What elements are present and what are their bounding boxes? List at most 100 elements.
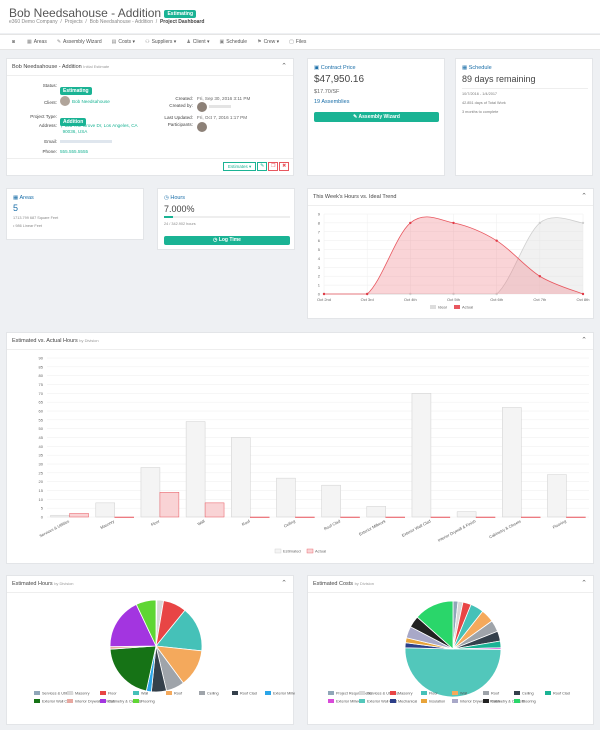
bar-actual	[430, 516, 451, 518]
x-tick-label: Masonry	[99, 518, 115, 530]
bar-estimated	[411, 393, 432, 518]
breadcrumb-projects[interactable]: Projects	[64, 19, 83, 25]
legend-label: Actual	[315, 549, 326, 554]
updated-value: Fri, Oct 7, 2016 1:17 PM	[197, 115, 248, 120]
bar-actual	[159, 492, 180, 518]
x-tick-label: Exterior Millwork	[358, 518, 386, 536]
bar-actual	[385, 516, 405, 518]
y-tick-label: 9	[318, 212, 321, 217]
client-avatar	[60, 96, 70, 106]
legend-label: Masonry	[398, 692, 413, 696]
legend-label: Flooring	[522, 700, 536, 704]
bar-actual	[69, 513, 89, 518]
legend-label: Services & Utilities	[367, 692, 399, 696]
legend-swatch	[430, 305, 436, 309]
nav-item-6[interactable]: ▣ Schedule	[219, 39, 247, 45]
y-tick-label: 5	[318, 247, 321, 252]
nav-item-label: Assembly Wizard	[63, 39, 102, 45]
collapse-icon[interactable]: ⌃	[281, 580, 287, 587]
bar-estimated	[502, 407, 522, 518]
bar-actual	[204, 502, 225, 518]
crew-icon: ⚑	[257, 39, 262, 45]
contract-price: $47,950.16	[314, 74, 365, 85]
copy-icon[interactable]: ❐	[268, 162, 279, 171]
y-tick-label: 2	[318, 274, 321, 279]
y-tick-label: 65	[39, 400, 44, 405]
legend-label: Exterior Millwork	[273, 692, 295, 696]
bar-actual	[340, 516, 360, 518]
legend-swatch	[100, 691, 106, 695]
breadcrumb-project[interactable]: Bob Needsahouse - Addition	[89, 19, 153, 25]
schedule-panel-title: ▦ Schedule	[462, 65, 492, 71]
pie-slice	[109, 645, 157, 692]
legend-swatch	[67, 699, 73, 703]
client-name-link[interactable]: Bob Needsahouse	[72, 99, 110, 104]
hours-panel: ◷ Hours 7.000% 24 / 342.902 hours ◷ Log …	[157, 188, 295, 250]
nav-item-label: Client ▾	[192, 39, 210, 45]
legend-swatch	[133, 691, 139, 695]
x-tick-label: Cabinetry & Closets	[488, 518, 522, 539]
nav-item-label: Areas	[33, 39, 47, 45]
edit-icon[interactable]: ✎	[257, 162, 268, 171]
nav-item-1[interactable]: ▦ Areas	[27, 39, 47, 45]
trash-icon[interactable]: ✖	[279, 162, 290, 171]
legend-swatch	[514, 691, 520, 695]
hours-progress-fill	[164, 216, 173, 218]
created-value: Fri, Sep 30, 2016 3:11 PM	[197, 96, 251, 101]
costs-pie-title: Estimated Costs by Division	[313, 581, 374, 587]
bar-actual	[566, 516, 586, 518]
wizard-icon: ✎	[56, 39, 62, 45]
legend-label: Exterior Millwork	[336, 700, 364, 704]
pie-slice	[109, 603, 157, 648]
calendar-icon: ▦	[462, 65, 468, 71]
hours-pie-chart: Services & Utilities Masonry Floor Wall Roof…	[34, 599, 295, 704]
creator-avatar	[197, 102, 207, 112]
project-title: Bob Needsahouse - Addition Estimating	[9, 6, 197, 20]
log-time-button[interactable]: ◷ Log Time	[164, 236, 290, 245]
assemblies-link[interactable]: 19 Assemblies	[314, 99, 350, 105]
costs-icon: ▤	[111, 39, 117, 45]
y-tick-label: 55	[39, 417, 44, 422]
legend-label: Floor	[108, 692, 117, 696]
nav-item-8[interactable]: ▢ Files	[289, 39, 306, 45]
y-tick-label: 10	[39, 497, 44, 502]
hours-pie-title: Estimated Hours by Division	[12, 581, 74, 587]
x-tick-label: Flooring	[552, 518, 567, 529]
participants-label: Participants:	[167, 122, 193, 127]
collapse-icon[interactable]: ⌃	[281, 63, 287, 70]
data-point-ideal	[495, 292, 498, 296]
bar-estimated	[366, 506, 386, 518]
legend-label: Estimated	[283, 549, 301, 554]
phone-link[interactable]: 555.555.5555	[60, 149, 89, 154]
nav-item-5[interactable]: ♟ Client ▾	[186, 39, 209, 45]
estimates-dropdown[interactable]: Estimates ▾	[223, 162, 257, 171]
assembly-wizard-button[interactable]: ✎ Assembly Wizard	[314, 112, 439, 122]
nav-item-2[interactable]: ✎ Assembly Wizard	[57, 39, 102, 45]
collapse-icon[interactable]: ⌃	[581, 337, 587, 344]
legend-label: Cabinetry & Closets	[108, 700, 142, 704]
trend-chart-title: This Week's Hours vs. Ideal Trend	[313, 194, 397, 200]
address-link[interactable]: ⚲ 123 The Grove Dr, Los Angeles, CA 9003…	[60, 123, 138, 134]
collapse-icon[interactable]: ⌃	[581, 193, 587, 200]
nav-item-4[interactable]: ⚇ Suppliers ▾	[145, 39, 176, 45]
nav-item-7[interactable]: ⚑ Crew ▾	[257, 39, 279, 45]
areas-panel-title: ▦ Areas	[13, 195, 34, 201]
updated-label: Last Updated:	[164, 115, 193, 120]
email-value-blurred[interactable]	[60, 140, 112, 143]
legend-swatch	[34, 691, 40, 695]
phone-label: Phone:	[42, 149, 57, 154]
areas-icon: ▦	[27, 39, 32, 45]
nav-item-3[interactable]: ▤ Costs ▾	[112, 39, 135, 45]
pie-slice	[404, 647, 502, 698]
files-icon: ▢	[289, 39, 294, 45]
x-tick-label: Oct 2nd	[317, 297, 331, 302]
collapse-icon[interactable]: ⌃	[581, 580, 587, 587]
status-badge: Estimating	[164, 9, 197, 18]
breadcrumb-company[interactable]: e360 Demo Company	[9, 19, 58, 25]
bar-estimated	[50, 514, 70, 518]
y-tick-label: 70	[39, 391, 44, 396]
legend-label: Interior Drywall & Finish	[75, 700, 115, 704]
data-point-actual	[452, 221, 455, 225]
nav-item-0[interactable]: ◙	[12, 39, 17, 45]
x-tick-label: Floor	[150, 518, 161, 527]
